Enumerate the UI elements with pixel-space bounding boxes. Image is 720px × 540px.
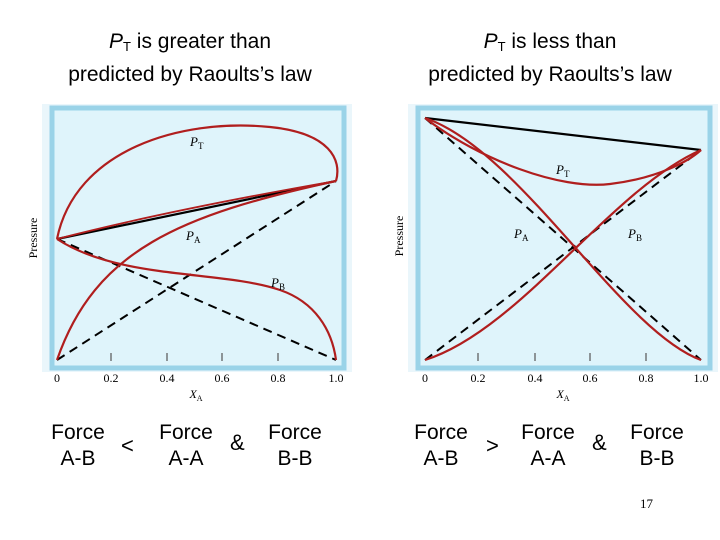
left-panel-title: PT is greater than predicted by Raoults’… (20, 28, 360, 89)
left-force-ab-line1: Force (51, 421, 105, 444)
left-x-tick-labels: 0 0.2 0.4 0.6 0.8 1.0 (54, 371, 344, 385)
right-force-aa-line1: Force (521, 421, 575, 444)
left-tick-02: 0.2 (104, 371, 119, 385)
right-force-ab-line2: A-B (423, 447, 459, 470)
left-force-ab-line2: A-B (60, 447, 96, 470)
right-ylabel: Pressure (392, 216, 406, 257)
left-force-aa: Force A-A (146, 420, 226, 472)
left-title-p: P (108, 30, 123, 53)
page-number: 17 (640, 496, 653, 511)
left-xlabel: XA (188, 387, 202, 403)
right-x-ticks (477, 353, 647, 361)
right-force-ab-line1: Force (414, 421, 468, 444)
left-force-bb-line2: B-B (277, 447, 313, 470)
right-title-sub: T (497, 39, 506, 54)
right-ideal-pb-line (424, 117, 702, 361)
left-ideal-pa-line (56, 180, 337, 361)
right-tick-10: 1.0 (694, 371, 709, 385)
right-pa-curve (424, 148, 702, 362)
left-title-suffix: is greater than (130, 30, 272, 53)
right-force-bb-line1: Force (630, 421, 684, 444)
right-force-aa-line2: A-A (530, 447, 566, 470)
right-tick-08: 0.8 (639, 371, 654, 385)
right-force-bb: Force B-B (617, 420, 697, 472)
left-title-line1: PT is greater than (20, 28, 360, 61)
right-force-bb-line2: B-B (639, 447, 675, 470)
right-comparator: > (486, 433, 499, 458)
right-plot: PT PA PB 0 0.2 0.4 0.6 0.8 1.0 XA Pressu… (392, 104, 718, 403)
left-force-bb-line1: Force (268, 421, 322, 444)
left-ylabel: Pressure (26, 218, 40, 259)
left-force-ab: Force A-B (38, 420, 118, 472)
left-tick-04: 0.4 (160, 371, 175, 385)
vapor-pressure-diagrams: PT PA PB 0 0.2 0.4 0.6 0.8 1.0 XA Pressu… (26, 104, 718, 403)
left-tick-06: 0.6 (215, 371, 230, 385)
left-x-ticks (110, 353, 279, 361)
right-title-line2: predicted by Raoults’s law (428, 63, 672, 86)
right-title-line1: PT is less than (380, 28, 720, 61)
left-force-bb: Force B-B (255, 420, 335, 472)
left-comparator: < (121, 433, 134, 458)
right-ideal-total-line (424, 116, 702, 152)
right-pb-curve (424, 116, 702, 362)
right-title-p: P (483, 30, 498, 53)
right-connector: & (592, 430, 607, 455)
left-plot: PT PA PB 0 0.2 0.4 0.6 0.8 1.0 XA Pressu… (26, 104, 352, 403)
right-panel-title: PT is less than predicted by Raoults’s l… (380, 28, 720, 89)
right-tick-06: 0.6 (583, 371, 598, 385)
right-xlabel: XA (555, 387, 569, 403)
right-plot-frame (415, 105, 713, 371)
left-force-aa-line1: Force (159, 421, 213, 444)
left-pb-upper-curve (56, 180, 337, 240)
right-ideal-pa-line (424, 149, 702, 361)
left-title-sub: T (122, 39, 131, 54)
left-pa-curve (55, 179, 337, 361)
left-title-line2: predicted by Raoults’s law (68, 63, 312, 86)
right-tick-04: 0.4 (528, 371, 543, 385)
right-force-ab: Force A-B (401, 420, 481, 472)
right-tick-0: 0 (422, 371, 428, 385)
right-force-aa: Force A-A (508, 420, 588, 472)
left-tick-10: 1.0 (329, 371, 344, 385)
left-plot-frame (49, 105, 347, 371)
left-tick-08: 0.8 (271, 371, 286, 385)
right-pt-curve (424, 117, 702, 186)
left-pb-curve (56, 238, 338, 361)
right-tick-02: 0.2 (471, 371, 486, 385)
left-force-aa-line2: A-A (168, 447, 204, 470)
left-pt-curve (55, 124, 339, 240)
right-title-suffix: is less than (505, 30, 617, 53)
right-x-tick-labels: 0 0.2 0.4 0.6 0.8 1.0 (422, 371, 709, 385)
left-connector: & (230, 430, 245, 455)
left-tick-0: 0 (54, 371, 60, 385)
